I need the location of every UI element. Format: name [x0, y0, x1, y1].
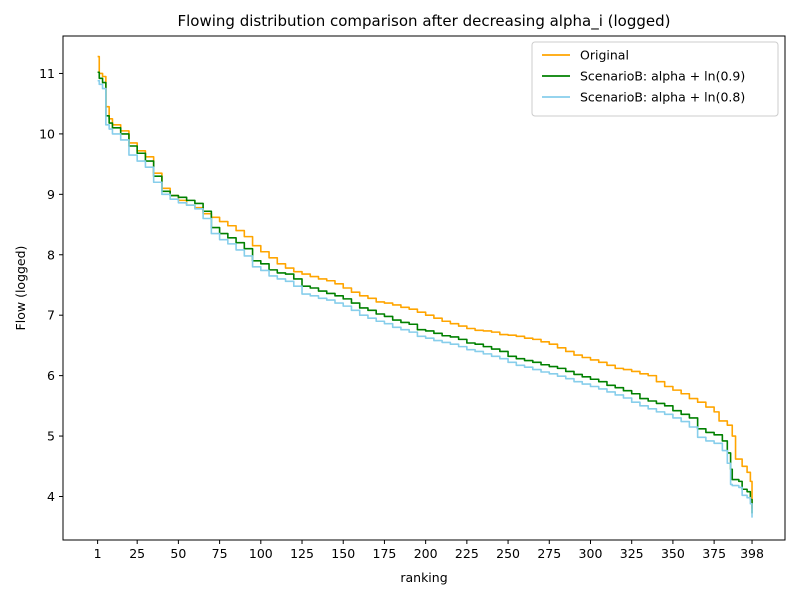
x-tick-label: 300: [579, 546, 603, 561]
legend-label-1: Original: [580, 48, 629, 63]
x-tick-label: 398: [740, 546, 764, 561]
plot-frame: [62, 35, 786, 541]
chart-title: Flowing distribution comparison after de…: [178, 12, 671, 31]
series-line-3: [97, 79, 753, 518]
x-tick-label: 325: [620, 546, 644, 561]
y-axis-ticks: 4 5 6 7 8 9 10 11: [39, 66, 63, 504]
legend-label-3: ScenarioB: alpha + ln(0.8): [580, 90, 745, 105]
series-line-2: [97, 71, 753, 514]
y-tick-label: 5: [47, 429, 55, 444]
x-axis-ticks: 1 25 50 75 100 125 150 175 200 225 250 275 300 325 350…: [94, 540, 764, 561]
x-tick-label: 275: [537, 546, 561, 561]
x-tick-label: 75: [212, 546, 228, 561]
legend: Original ScenarioB: alpha + ln(0.9) Scenar…: [531, 41, 779, 117]
x-tick-label: 225: [455, 546, 479, 561]
legend-label-2: ScenarioB: alpha + ln(0.9): [580, 69, 745, 84]
x-tick-label: 25: [129, 546, 145, 561]
y-tick-label: 7: [47, 308, 55, 323]
series-layer: [97, 55, 753, 518]
y-tick-label: 8: [47, 247, 55, 262]
y-tick-label: 10: [39, 126, 55, 141]
x-tick-label: 100: [249, 546, 273, 561]
x-tick-label: 350: [661, 546, 685, 561]
x-tick-label: 375: [702, 546, 726, 561]
x-tick-label: 1: [94, 546, 102, 561]
y-axis-label: Flow (logged): [13, 246, 28, 331]
x-tick-label: 150: [331, 546, 355, 561]
y-tick-label: 9: [47, 187, 55, 202]
y-tick-label: 4: [47, 489, 55, 504]
x-tick-label: 250: [496, 546, 520, 561]
x-tick-label: 125: [290, 546, 314, 561]
plot-area: 1 25 50 75 100 125 150 175 200 225 250 275 300 325 350…: [39, 35, 786, 561]
x-tick-label: 50: [170, 546, 186, 561]
x-tick-label: 200: [414, 546, 438, 561]
legend-box: [531, 41, 779, 117]
y-tick-label: 6: [47, 368, 55, 383]
y-tick-label: 11: [39, 66, 55, 81]
x-tick-label: 175: [373, 546, 397, 561]
x-axis-label: ranking: [400, 570, 447, 585]
